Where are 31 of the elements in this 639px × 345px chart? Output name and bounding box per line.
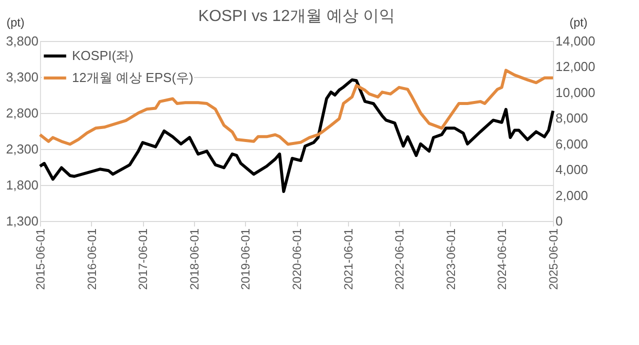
x-tick-label: 2023-06-01 — [444, 228, 458, 290]
y2-tick-label: 14,000 — [556, 34, 596, 48]
y2-tick-label: 10,000 — [556, 84, 596, 100]
y-tick-label: 2,800 — [6, 106, 38, 120]
y2-axis-title: (pt) — [570, 16, 588, 30]
x-tick-label: 2020-06-01 — [290, 228, 304, 290]
y2-tick-label: 8,000 — [556, 110, 588, 126]
legend-label: KOSPI(좌) — [72, 48, 134, 63]
y2-tick-label: 12,000 — [556, 59, 596, 74]
y-tick-label: 2,300 — [6, 142, 38, 156]
y2-tick-label: 0 — [556, 214, 563, 228]
y2-tick-label: 6,000 — [556, 136, 588, 152]
x-tick-label: 2015-06-01 — [34, 228, 48, 290]
y2-tick-label: 4,000 — [556, 162, 588, 178]
y-tick-label: 3,300 — [6, 70, 38, 84]
x-tick-label: 2025-06-01 — [546, 228, 560, 290]
x-tick-label: 2018-06-01 — [187, 228, 202, 290]
x-tick-label: 2024-06-01 — [495, 228, 510, 290]
x-tick-label: 2017-06-01 — [136, 228, 150, 290]
y-tick-label: 3,800 — [6, 34, 38, 48]
x-tick-label: 2016-06-01 — [84, 228, 99, 290]
y-axis-title: (pt) — [6, 16, 25, 30]
y-tick-label: 1,800 — [6, 178, 38, 192]
x-tick-label: 2022-06-01 — [392, 228, 407, 290]
line-series — [38, 68, 554, 146]
y2-tick-label: 2,000 — [556, 188, 588, 203]
legend-label: 12개월 예상 EPS(우) — [72, 70, 194, 85]
y-tick-label: 1,300 — [6, 214, 38, 228]
x-tick-label: 2021-06-01 — [341, 228, 356, 290]
x-tick-label: 2019-06-01 — [238, 228, 253, 290]
chart-title: KOSPI vs 12개월 예상 이익 — [198, 8, 395, 25]
